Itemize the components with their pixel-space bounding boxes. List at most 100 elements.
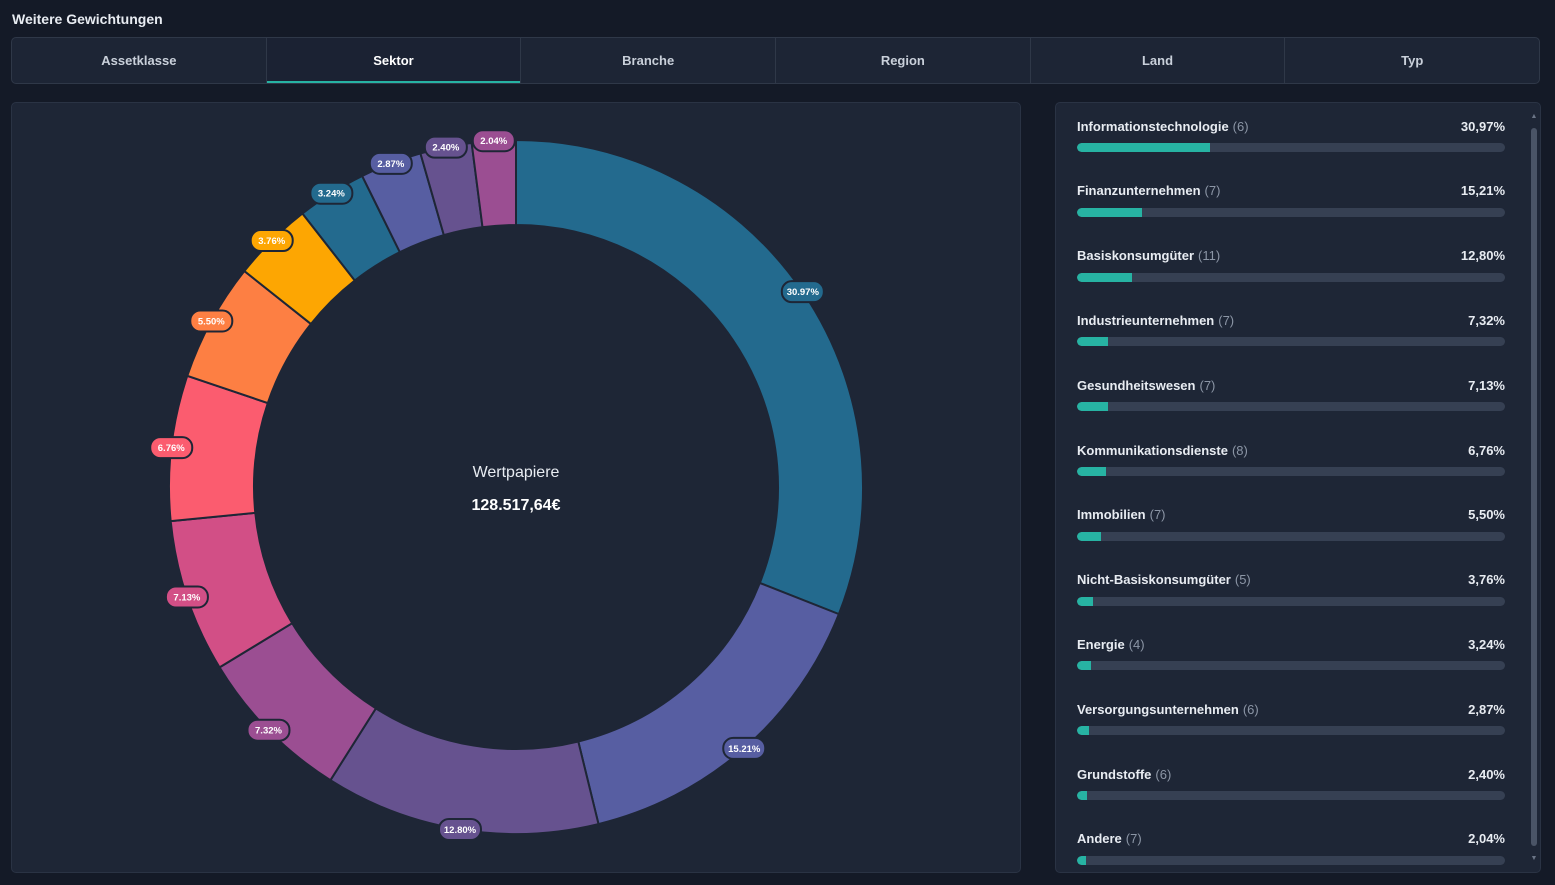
- progress-fill: [1077, 531, 1101, 541]
- slice-label-text: 6.76%: [158, 443, 185, 454]
- slice-label: 6.76%: [149, 436, 194, 460]
- list-item-row: Andere (7) 2,04%: [1077, 830, 1505, 848]
- slice-label-pill: [437, 817, 482, 841]
- sector-percent: 15,21%: [1460, 183, 1505, 199]
- progress-track: [1077, 143, 1505, 152]
- tab-assetklasse[interactable]: Assetklasse: [12, 38, 267, 83]
- sector-name: Nicht-Basiskonsumgüter: [1077, 572, 1231, 588]
- progress-track: [1077, 272, 1505, 282]
- sector-count: (11): [1198, 248, 1221, 264]
- progress-fill: [1077, 402, 1108, 412]
- list-item-label: Andere (7): [1077, 831, 1142, 846]
- tab-land[interactable]: Land: [1031, 38, 1286, 83]
- slice-label: 2.40%: [423, 135, 468, 159]
- sector-count: (6): [1155, 766, 1172, 782]
- list-item-row: Industrieunternehmen (7) 7,32%: [1077, 311, 1505, 329]
- slice-label-text: 3.24%: [318, 189, 345, 200]
- slice-label-pill: [423, 135, 468, 159]
- list-item-label: Industrieunternehmen (7): [1077, 313, 1234, 328]
- slice-label: 7.32%: [246, 718, 291, 742]
- sector-name: Immobilien: [1077, 507, 1146, 523]
- sector-name: Kommunikationsdienste: [1077, 442, 1228, 458]
- donut-slice[interactable]: [577, 581, 841, 826]
- slice-label-pill: [246, 718, 291, 742]
- sector-name: Finanzunternehmen: [1077, 183, 1201, 199]
- sector-count: (7): [1199, 377, 1216, 393]
- progress-track: [1077, 726, 1505, 736]
- sector-name: Industrieunternehmen: [1077, 312, 1215, 328]
- sector-count: (5): [1234, 572, 1251, 588]
- slice-label-text: 3.76%: [258, 236, 285, 247]
- list-item-label: Versorgungsunternehmen (6): [1077, 702, 1259, 717]
- list-item: Grundstoffe (6) 2,40%: [1077, 765, 1505, 805]
- scroll-down-icon[interactable]: ▼: [1530, 855, 1538, 862]
- slice-label: 3.24%: [309, 181, 354, 205]
- sector-percent: 7,13%: [1468, 377, 1505, 393]
- sector-name: Energie: [1077, 636, 1125, 652]
- progress-fill: [1077, 272, 1132, 282]
- list-item: Immobilien (7) 5,50%: [1077, 506, 1505, 546]
- sector-percent: 3,24%: [1468, 636, 1505, 652]
- slice-label-text: 2.87%: [377, 159, 404, 170]
- sector-count: (8): [1231, 442, 1248, 458]
- sector-count: (6): [1242, 701, 1259, 717]
- list-item-label: Gesundheitswesen (7): [1077, 378, 1215, 393]
- progress-track: [1077, 467, 1505, 476]
- scroll-thumb[interactable]: [1531, 128, 1537, 846]
- progress-fill: [1077, 596, 1094, 606]
- list-item-label: Energie (4): [1077, 637, 1145, 652]
- list-item: Basiskonsumgüter (11) 12,80%: [1077, 247, 1505, 287]
- sector-percent: 30,97%: [1460, 118, 1505, 134]
- slice-label-text: 5.50%: [198, 316, 225, 327]
- list-item: Kommunikationsdienste (8) 6,76%: [1077, 441, 1505, 481]
- list-item-row: Nicht-Basiskonsumgüter (5) 3,76%: [1077, 571, 1505, 589]
- slice-label-pill: [164, 585, 209, 609]
- tab-typ[interactable]: Typ: [1401, 53, 1424, 68]
- slice-label: 5.50%: [189, 309, 234, 333]
- list-item-row: Energie (4) 3,24%: [1077, 635, 1505, 653]
- slice-label-pill: [368, 151, 413, 175]
- scroll-up-icon[interactable]: ▲: [1530, 113, 1538, 120]
- progress-track: [1077, 207, 1505, 217]
- progress-fill: [1077, 661, 1091, 671]
- list-item-label: Informationstechnologie (6): [1077, 119, 1249, 134]
- slice-label-text: 2.40%: [432, 143, 459, 154]
- donut-slice[interactable]: [329, 707, 600, 835]
- sector-name: Andere: [1077, 831, 1122, 847]
- progress-fill: [1077, 855, 1086, 865]
- sector-count: (7): [1149, 507, 1166, 523]
- sector-percent: 7,32%: [1468, 312, 1505, 328]
- list-item-label: Immobilien (7): [1077, 507, 1166, 522]
- scrollbar[interactable]: ▲ ▼: [1530, 113, 1538, 863]
- center-label: Wertpapiere: [473, 464, 560, 481]
- tab-branche[interactable]: Branche: [521, 38, 777, 83]
- progress-fill: [1077, 337, 1109, 347]
- tab-sektor[interactable]: Sektor: [266, 38, 522, 83]
- list-item: Gesundheitswesen (7) 7,13%: [1077, 376, 1505, 416]
- sector-name: Gesundheitswesen: [1077, 377, 1196, 393]
- list-item-row: Basiskonsumgüter (11) 12,80%: [1077, 247, 1505, 265]
- slice-label: 3.76%: [249, 229, 294, 253]
- sector-name: Basiskonsumgüter: [1077, 248, 1195, 264]
- sector-count: (4): [1128, 636, 1145, 652]
- list-item: Informationstechnologie (6) 30,97%: [1077, 117, 1505, 157]
- sector-percent: 5,50%: [1468, 507, 1505, 523]
- list-item: Nicht-Basiskonsumgüter (5) 3,76%: [1077, 571, 1505, 611]
- slice-label-pill: [471, 129, 516, 153]
- tab-region[interactable]: Region: [776, 38, 1031, 83]
- progress-track: [1077, 531, 1505, 541]
- sector-count: (6): [1232, 118, 1249, 134]
- progress-track: [1077, 791, 1505, 800]
- slice-label: 30.97%: [780, 280, 825, 304]
- list-item: Versorgungsunternehmen (6) 2,87%: [1077, 700, 1505, 740]
- slice-label-pill: [780, 280, 825, 304]
- donut-slice[interactable]: [515, 138, 864, 616]
- list-item-label: Kommunikationsdienste (8): [1077, 443, 1248, 458]
- list-item-row: Gesundheitswesen (7) 7,13%: [1077, 376, 1505, 394]
- progress-track: [1077, 596, 1505, 606]
- list-item-row: Versorgungsunternehmen (6) 2,87%: [1077, 700, 1505, 718]
- slice-label-text: 15.21%: [728, 744, 761, 755]
- sector-count: (7): [1218, 312, 1235, 328]
- slice-label-pill: [149, 436, 194, 460]
- sector-percent: 6,76%: [1468, 442, 1505, 458]
